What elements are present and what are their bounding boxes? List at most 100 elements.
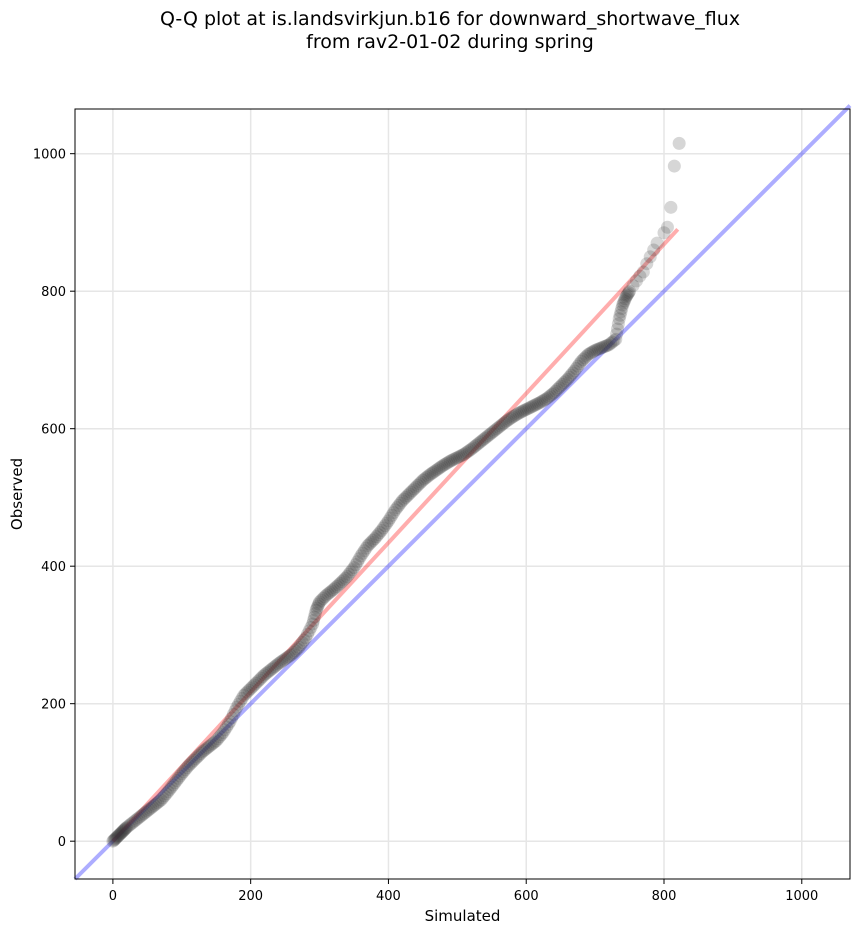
data-point xyxy=(474,434,488,448)
data-point xyxy=(349,558,363,572)
data-point xyxy=(528,398,542,412)
data-point xyxy=(182,759,196,773)
data-point xyxy=(562,370,576,384)
data-point xyxy=(445,453,459,467)
x-tick-label: 800 xyxy=(652,889,677,904)
x-tick-label: 400 xyxy=(376,889,401,904)
data-point xyxy=(672,136,686,150)
chart-title-line1: Q-Q plot at is.landsvirkjun.b16 for down… xyxy=(159,8,741,30)
data-point xyxy=(323,585,337,599)
data-point xyxy=(524,400,538,414)
data-point xyxy=(117,823,131,837)
data-point xyxy=(282,650,296,664)
data-point xyxy=(178,763,192,777)
data-point xyxy=(263,664,277,678)
data-point xyxy=(385,508,399,522)
data-point xyxy=(621,287,635,301)
y-tick-label: 400 xyxy=(41,560,66,575)
data-point xyxy=(273,656,287,670)
data-point xyxy=(239,687,252,701)
data-point xyxy=(469,438,483,452)
data-point xyxy=(395,494,409,508)
data-point xyxy=(363,537,376,551)
data-point xyxy=(561,372,575,386)
data-point xyxy=(356,546,370,560)
data-point xyxy=(342,567,356,581)
data-point xyxy=(220,720,234,734)
data-point xyxy=(483,427,497,441)
data-point xyxy=(264,662,278,676)
data-point xyxy=(507,409,521,423)
data-point xyxy=(221,717,235,731)
data-point xyxy=(154,793,168,807)
data-point xyxy=(387,506,401,520)
data-point xyxy=(171,771,185,785)
data-point xyxy=(328,581,342,595)
data-point xyxy=(192,748,206,762)
data-point xyxy=(571,359,585,373)
data-point xyxy=(540,391,554,405)
data-point xyxy=(492,420,506,434)
x-tick-label: 200 xyxy=(238,889,263,904)
data-point xyxy=(201,741,215,755)
data-point xyxy=(354,549,368,563)
data-point xyxy=(402,487,416,501)
data-point xyxy=(208,735,221,749)
data-point xyxy=(407,482,421,496)
data-point xyxy=(187,753,201,767)
data-point xyxy=(650,236,664,250)
data-point xyxy=(368,532,382,546)
data-point xyxy=(373,526,387,539)
data-points xyxy=(106,136,686,848)
data-point xyxy=(657,226,671,240)
data-point xyxy=(397,492,411,506)
data-point xyxy=(268,660,282,674)
data-point xyxy=(557,376,571,390)
data-point xyxy=(338,571,352,585)
data-point xyxy=(295,636,309,649)
data-point xyxy=(499,415,513,429)
data-point xyxy=(135,808,149,822)
data-point xyxy=(535,395,549,409)
data-point xyxy=(547,386,561,400)
data-point xyxy=(308,607,322,621)
data-point xyxy=(292,640,306,654)
data-point xyxy=(314,593,328,607)
data-point xyxy=(177,765,190,779)
data-point xyxy=(425,467,438,481)
data-point xyxy=(559,374,573,388)
data-point xyxy=(636,265,650,279)
data-point xyxy=(139,805,153,819)
data-point xyxy=(216,726,230,740)
data-point xyxy=(125,816,139,830)
data-point xyxy=(245,680,259,694)
data-point xyxy=(306,617,320,631)
data-point xyxy=(109,831,123,845)
data-point xyxy=(158,789,172,803)
data-point xyxy=(195,745,209,759)
data-point xyxy=(304,620,318,634)
data-point xyxy=(175,767,189,781)
data-point xyxy=(189,752,203,766)
data-point xyxy=(223,715,237,729)
data-point xyxy=(251,675,265,689)
data-point xyxy=(202,739,216,753)
y-tick-label: 600 xyxy=(41,423,66,438)
data-point xyxy=(552,381,566,395)
data-point xyxy=(204,738,218,752)
data-point xyxy=(116,824,130,838)
data-point xyxy=(495,418,509,432)
data-point xyxy=(643,250,657,264)
y-tick-label: 0 xyxy=(58,835,66,850)
data-point xyxy=(440,456,454,470)
data-point xyxy=(456,448,469,462)
data-point xyxy=(523,401,537,415)
data-point xyxy=(383,511,397,525)
data-point xyxy=(519,402,533,416)
data-point xyxy=(614,305,628,319)
data-point xyxy=(168,776,182,790)
data-point xyxy=(335,575,349,589)
data-point xyxy=(209,734,223,748)
data-point xyxy=(283,648,297,662)
data-point xyxy=(147,798,161,812)
